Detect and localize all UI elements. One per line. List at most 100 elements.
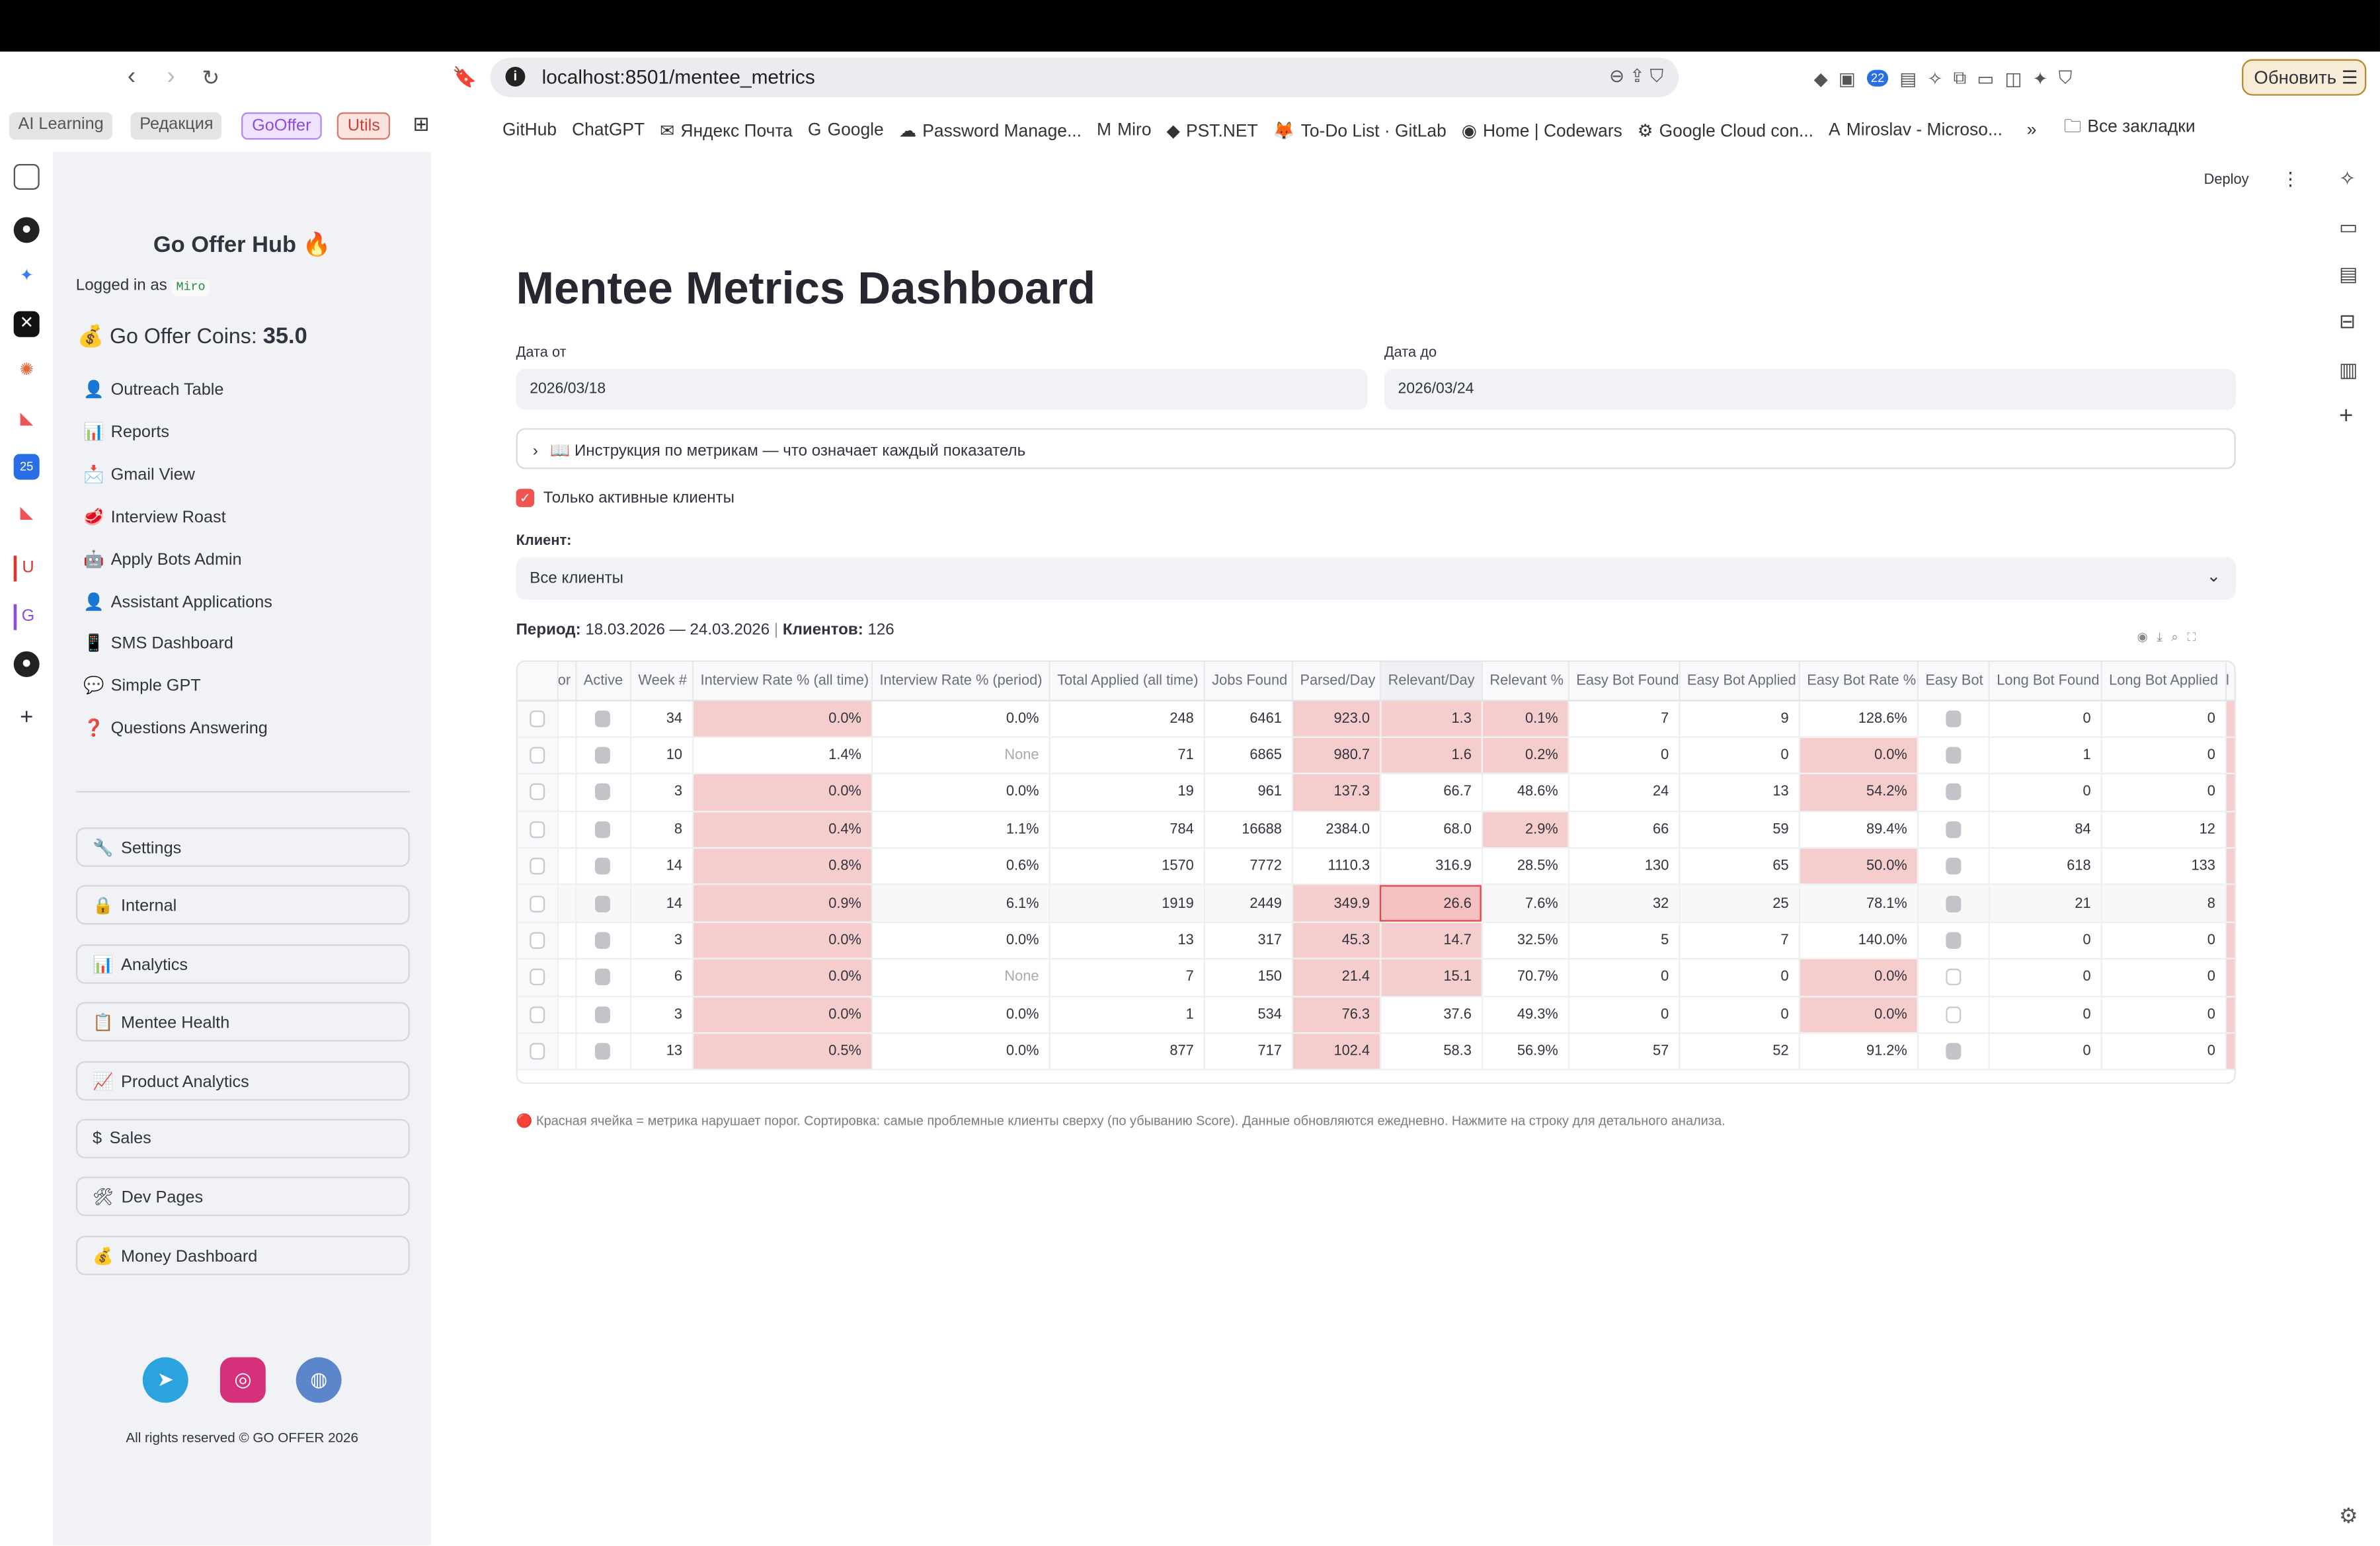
cell-eb_rate[interactable]: 0.0% (1798, 737, 1918, 775)
cell-relevant_day[interactable]: 14.7 (1379, 922, 1482, 960)
cell-eb_rate[interactable]: 128.6% (1798, 700, 1918, 738)
extension-icon[interactable]: ▤ (1899, 67, 1917, 89)
cell-relevant_pct[interactable]: 28.5% (1481, 848, 1569, 886)
cell-next[interactable] (2225, 1033, 2235, 1071)
cell-sel[interactable] (517, 996, 558, 1034)
cell-total_applied[interactable]: 1919 (1049, 885, 1205, 923)
extension-icon[interactable]: ✧ (1927, 67, 1943, 89)
column-header-easy_bot[interactable]: Easy Bot (1917, 662, 1989, 701)
cell-week[interactable]: 34 (629, 700, 694, 738)
download-icon[interactable]: ⤓ (2157, 630, 2172, 644)
cell-next[interactable] (2225, 700, 2235, 738)
column-header-active[interactable]: Active (575, 662, 631, 701)
extension-icon[interactable]: ◆ (1813, 67, 1828, 89)
cell-eb_found[interactable]: 130 (1567, 848, 1680, 886)
cell-lb_found[interactable]: 0 (1988, 996, 2102, 1034)
cell-parsed_day[interactable]: 980.7 (1291, 737, 1381, 775)
cell-eb_found[interactable]: 0 (1567, 737, 1680, 775)
cell-lb_found[interactable]: 0 (1988, 1033, 2102, 1071)
table-row[interactable]: 10 1.4% None 71 6865 980.7 1.6 0.2% 0 0 0.0% 1 0 (517, 737, 2235, 775)
cell-eb_applied[interactable]: 13 (1679, 774, 1800, 812)
tab-favicon[interactable]: ◣ (20, 409, 33, 428)
cell-eb_rate[interactable]: 91.2% (1798, 1033, 1918, 1071)
more-bookmarks[interactable]: » (2026, 120, 2037, 140)
cell-lb_applied[interactable]: 133 (2100, 848, 2226, 886)
cell-relevant_pct[interactable]: 56.9% (1481, 1033, 1569, 1071)
cell-ir_period[interactable]: 0.0% (871, 1033, 1050, 1071)
tab-favicon[interactable]: ✺ (19, 361, 34, 380)
sidebar-button-settings[interactable]: 🔧 Settings (75, 827, 410, 867)
cell-ir_all[interactable]: 0.0% (692, 959, 872, 997)
sidebar-button-mentee-health[interactable]: 📋 Mentee Health (75, 1002, 410, 1042)
sidebar-item-apply-bots-admin[interactable]: 🤖 Apply Bots Admin (83, 549, 241, 569)
cell-prev[interactable] (557, 848, 576, 886)
tab-favicon[interactable]: ✦ (19, 267, 34, 286)
cell-active[interactable] (575, 774, 631, 812)
settings-gear-icon[interactable]: ⚙ (2338, 1502, 2358, 1527)
cell-relevant_pct[interactable]: 7.6% (1481, 885, 1569, 923)
fullscreen-icon[interactable]: ⛶ (2187, 630, 2205, 644)
bookmark-0[interactable]: GitHub (502, 121, 557, 140)
bookmark-3[interactable]: G Google (808, 121, 884, 140)
cell-lb_applied[interactable]: 8 (2100, 885, 2226, 923)
cell-ir_period[interactable]: 0.0% (871, 700, 1050, 738)
table-row[interactable]: 14 0.8% 0.6% 1570 7772 1110.3 316.9 28.5% 130 65 5… (517, 848, 2235, 886)
cell-ir_all[interactable]: 0.0% (692, 774, 872, 812)
cell-relevant_day[interactable]: 58.3 (1379, 1033, 1482, 1071)
extension-icon[interactable]: ▭ (1977, 67, 1995, 89)
cell-jobs_found[interactable]: 6461 (1203, 700, 1292, 738)
cell-relevant_pct[interactable]: 0.1% (1481, 700, 1569, 738)
cell-eb_applied[interactable]: 7 (1679, 922, 1800, 960)
table-row[interactable]: 34 0.0% 0.0% 248 6461 923.0 1.3 0.1% 7 9 128.6% 0 0 (517, 700, 2235, 738)
tab-group-gooffer[interactable]: GoOffer (241, 112, 322, 140)
column-header-prev[interactable]: or (557, 662, 576, 701)
cell-eb_rate[interactable]: 140.0% (1798, 922, 1918, 960)
cell-easy_bot[interactable] (1917, 811, 1989, 849)
sidebar-item-interview-roast[interactable]: 🥩 Interview Roast (83, 507, 225, 526)
date-to-input[interactable]: 2026/03/24 (1384, 368, 2236, 410)
cell-next[interactable] (2225, 996, 2235, 1034)
cell-sel[interactable] (517, 700, 558, 738)
column-header-eb_applied[interactable]: Easy Bot Applied (1679, 662, 1800, 701)
add-panel-icon[interactable]: + (2338, 403, 2354, 430)
sidebar-item-questions-answering[interactable]: ❓ Questions Answering (83, 718, 268, 739)
cell-parsed_day[interactable]: 137.3 (1291, 774, 1381, 812)
cell-easy_bot[interactable] (1917, 1033, 1989, 1071)
vpn-icon[interactable]: ⛉ (2058, 67, 2073, 89)
save-icon[interactable]: ⊟ (2338, 309, 2356, 333)
cell-active[interactable] (575, 848, 631, 886)
cell-lb_applied[interactable]: 12 (2100, 811, 2226, 849)
sidebar-button-dev-pages[interactable]: 🛠 Dev Pages (75, 1177, 410, 1217)
column-header-jobs_found[interactable]: Jobs Found (1203, 662, 1292, 701)
table-row[interactable]: 3 0.0% 0.0% 19 961 137.3 66.7 48.6% 24 13 54.2% 0 0 (517, 774, 2235, 812)
cell-total_applied[interactable]: 1 (1049, 996, 1205, 1034)
ai-sparkle-icon[interactable]: ✧ (2338, 167, 2356, 190)
sidebar-item-reports[interactable]: 📊 Reports (83, 422, 169, 442)
cell-eb_applied[interactable]: 0 (1679, 959, 1800, 997)
cell-week[interactable]: 3 (629, 922, 694, 960)
cell-week[interactable]: 13 (629, 1033, 694, 1071)
cell-jobs_found[interactable]: 961 (1203, 774, 1292, 812)
cell-parsed_day[interactable]: 76.3 (1291, 996, 1381, 1034)
cell-easy_bot[interactable] (1917, 737, 1989, 775)
bookmark-4[interactable]: ☁ Password Manage... (899, 119, 1082, 141)
metrics-instructions-expander[interactable]: › 📖 Инструкция по метрикам — что означает… (516, 428, 2236, 469)
bookmark-8[interactable]: ◉ Home | Codewars (1462, 119, 1622, 141)
cell-ir_all[interactable]: 0.0% (692, 700, 872, 738)
cell-active[interactable] (575, 737, 631, 775)
reload-icon[interactable]: ↻ (202, 65, 220, 90)
cell-next[interactable] (2225, 922, 2235, 960)
address-bar[interactable]: i localhost:8501/mentee_metrics ⊖ ⇪ ⛉ (490, 58, 1679, 97)
cell-week[interactable]: 6 (629, 959, 694, 997)
row-select-checkbox[interactable] (529, 895, 545, 913)
cell-lb_applied[interactable]: 0 (2100, 922, 2226, 960)
bookmark-1[interactable]: ChatGPT (572, 121, 645, 140)
cell-eb_applied[interactable]: 59 (1679, 811, 1800, 849)
cell-eb_applied[interactable]: 52 (1679, 1033, 1800, 1071)
cell-jobs_found[interactable]: 16688 (1203, 811, 1292, 849)
row-select-checkbox[interactable] (529, 784, 545, 801)
cell-sel[interactable] (517, 737, 558, 775)
forward-icon[interactable]: › (167, 63, 175, 90)
cell-eb_applied[interactable]: 0 (1679, 737, 1800, 775)
tab-favicon[interactable]: ● (13, 217, 40, 243)
